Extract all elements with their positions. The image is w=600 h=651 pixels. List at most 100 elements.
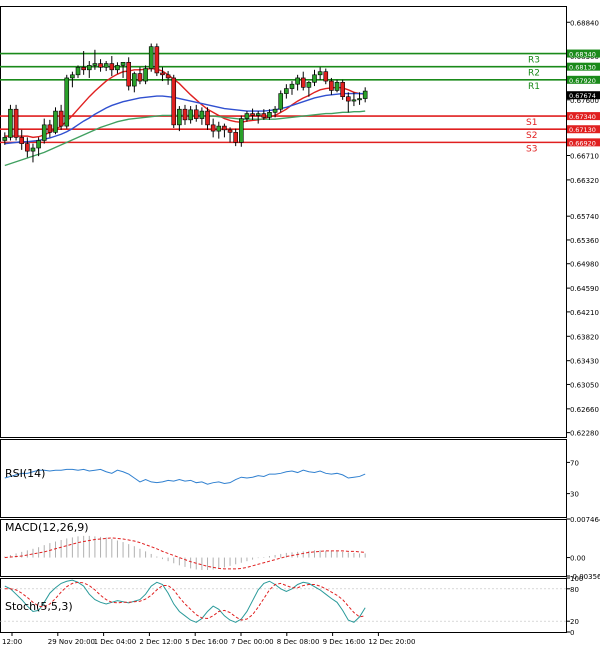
rsi-line [4, 468, 366, 485]
candle-body [8, 108, 13, 138]
candle-body [160, 72, 165, 76]
candle-body [182, 108, 188, 121]
candle-body [357, 98, 362, 101]
candle-body [13, 108, 19, 138]
current-price-value: 0.67674 [569, 92, 596, 100]
candle-body [250, 113, 255, 116]
candle-body [75, 67, 81, 76]
macd-signal-line [4, 537, 366, 570]
stoch-tick-2-label: 20 [570, 618, 579, 626]
candle-body [306, 82, 312, 88]
level-r2-name: R2 [528, 69, 540, 79]
candle-body [199, 110, 205, 119]
candle-body [193, 109, 199, 119]
candle-body [255, 113, 261, 116]
candle-body [239, 118, 244, 143]
candle-body [148, 46, 154, 69]
stoch-main-line [4, 579, 366, 623]
level-r3-tag [567, 49, 600, 58]
level-r3-name: R3 [528, 56, 540, 66]
ma-blue-line [4, 92, 366, 145]
price-tick-6-label: 0.65360 [570, 237, 599, 245]
x-tick-label: 8 Dec 08:00 [277, 638, 320, 646]
level-s2-name: S2 [526, 131, 537, 141]
price-tick-7-label: 0.64980 [570, 261, 599, 269]
panel-frames [0, 6, 567, 633]
x-tick-label: 5 Dec 16:00 [185, 638, 228, 646]
x-tick-label: 12:00 [2, 638, 22, 646]
rsi-panel: 70 30 RSI(14) [4, 459, 579, 499]
candle-body [227, 129, 233, 133]
candle-body [25, 143, 30, 152]
price-tick-13-label: 0.62660 [570, 406, 599, 414]
candle-body [47, 124, 53, 133]
level-s1-name: S1 [526, 118, 537, 128]
current-price-tag [567, 91, 600, 100]
price-panel: 0.688400.683000.676000.667100.663200.657… [0, 19, 600, 438]
candle-body [154, 46, 160, 74]
candle-body [177, 108, 182, 126]
candle-body [312, 74, 317, 83]
stoch-tick-1-label: 80 [570, 586, 579, 594]
price-tick-14-label: 0.62280 [570, 430, 599, 438]
rsi-tick-0-label: 70 [570, 459, 579, 467]
price-tick-2-label: 0.67600 [570, 97, 599, 105]
candle-body [284, 88, 289, 94]
level-r2-value: 0.68130 [569, 64, 596, 72]
level-s2-tag [567, 125, 600, 134]
stoch-panel: 100 80 20 0 Stoch(5,5,3) [0, 575, 583, 637]
macd-frame [0, 519, 567, 577]
macd-tick-1-label: 0.00 [570, 555, 586, 563]
candle-body [334, 82, 340, 91]
level-s2-value: 0.67130 [569, 126, 596, 134]
candle-body [132, 73, 137, 87]
rsi-frame [0, 439, 567, 518]
price-tick-10-label: 0.63820 [570, 333, 599, 341]
rsi-label: RSI(14) [5, 467, 45, 480]
candle-body [345, 96, 351, 102]
price-frame [0, 6, 567, 438]
candle-body [58, 110, 64, 127]
level-r2-tag [567, 62, 600, 71]
candle-body [267, 112, 272, 118]
level-s3-tag [567, 138, 600, 147]
candle-body [340, 82, 345, 98]
x-tick-label: 29 Nov 20:00 [48, 638, 95, 646]
candle-body [210, 124, 216, 132]
price-tick-8-label: 0.64590 [570, 285, 599, 293]
candle-body [300, 77, 306, 88]
x-tick-label: 9 Dec 16:00 [323, 638, 366, 646]
x-tick-label: 12 Dec 20:00 [368, 638, 415, 646]
macd-panel: 0.007464 0.00 -0.003568 MACD(12,26,9) [4, 516, 600, 581]
candle-body [216, 125, 222, 132]
price-tick-5-label: 0.65740 [570, 213, 599, 221]
stoch-frame [0, 578, 567, 633]
candle-body [188, 109, 193, 121]
candle-body [233, 132, 238, 143]
candle-body [289, 83, 295, 89]
candle-body [137, 73, 143, 82]
candle-body [103, 63, 109, 68]
candle-body [92, 63, 98, 66]
stoch-tick-3-label: 0 [570, 629, 574, 637]
candle-body [329, 80, 334, 91]
candle-body [165, 74, 171, 79]
macd-tick-0-label: 0.007464 [570, 516, 600, 524]
candle-body [64, 77, 70, 127]
candle-body [222, 125, 227, 131]
price-tick-11-label: 0.63430 [570, 358, 599, 366]
candle-body [115, 65, 120, 71]
candle-body [30, 147, 36, 152]
candle-body [272, 108, 278, 113]
candle-body [81, 67, 86, 71]
candle-body [70, 74, 75, 79]
level-s3-name: S3 [526, 144, 537, 154]
candle-body [2, 137, 8, 141]
price-tick-3-label: 0.66710 [570, 153, 599, 161]
rsi-tick-1-label: 30 [570, 491, 579, 499]
time-axis: 12:00 29 Nov 20:001 Dec 04:00 2 Dec 12:00 5… [2, 632, 415, 646]
x-tick-label: 7 Dec 00:00 [231, 638, 274, 646]
candle-body [244, 113, 250, 119]
candle-body [120, 61, 126, 66]
candle-body [126, 61, 131, 87]
